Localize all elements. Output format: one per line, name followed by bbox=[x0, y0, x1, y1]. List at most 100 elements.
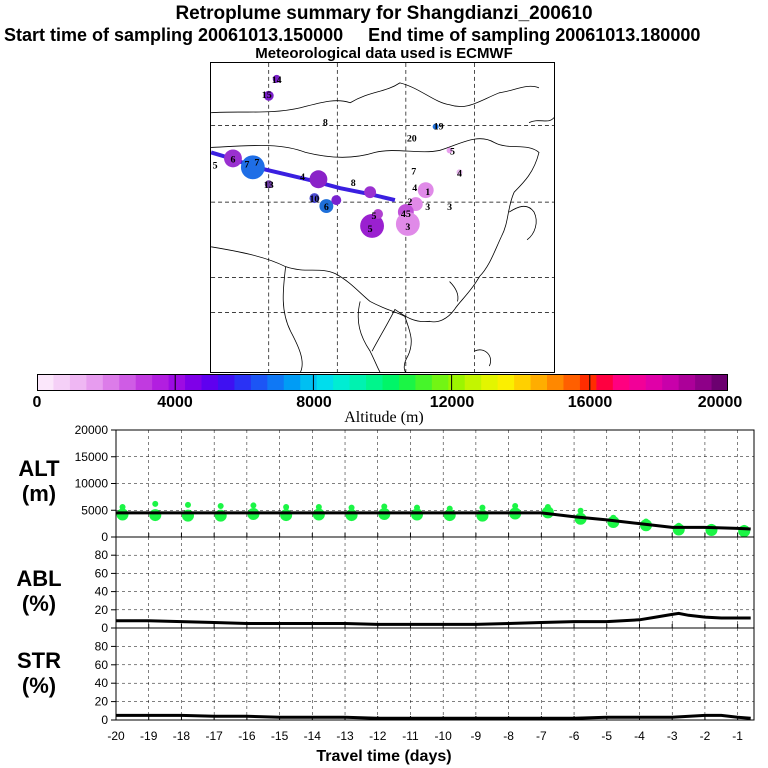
altitude-colorbar bbox=[37, 374, 728, 391]
alt-panel-label: ALT (m) bbox=[18, 456, 60, 506]
map-marker-label: 8 bbox=[351, 178, 356, 189]
colorbar-swatch bbox=[37, 374, 55, 391]
x-tick-label: -18 bbox=[173, 729, 191, 743]
map-marker-label: 14 bbox=[272, 75, 282, 86]
alt-scatter-point bbox=[181, 509, 194, 522]
chart-title: Retroplume summary for Shangdianzi_20061… bbox=[175, 3, 593, 24]
colorbar-swatch bbox=[431, 374, 449, 391]
x-tick-label: -3 bbox=[667, 729, 678, 743]
x-tick-label: -14 bbox=[304, 729, 322, 743]
panel-frame bbox=[115, 536, 755, 629]
map-marker-label: 10 bbox=[309, 194, 319, 205]
x-tick-label: -12 bbox=[369, 729, 387, 743]
alt-median-line bbox=[116, 511, 751, 531]
colorbar-swatch bbox=[596, 374, 614, 391]
alt-scatter-point bbox=[512, 502, 519, 509]
colorbar-swatch bbox=[201, 374, 219, 391]
x-tick-label: -16 bbox=[238, 729, 256, 743]
coastlines-and-borders bbox=[211, 82, 554, 372]
map-marker-label: 13 bbox=[264, 180, 274, 191]
alt-scatter-point bbox=[476, 509, 489, 522]
colorbar-swatch bbox=[234, 374, 252, 391]
y-tick-label: 80 bbox=[95, 548, 109, 562]
alt-scatter-point bbox=[345, 509, 358, 522]
colorbar-swatch bbox=[102, 374, 120, 391]
alt-scatter-point bbox=[312, 508, 325, 521]
colorbar-swatch bbox=[119, 374, 137, 391]
colorbar-swatch bbox=[168, 374, 186, 391]
colorbar-tick: 0 bbox=[32, 394, 42, 411]
colorbar-swatch bbox=[629, 374, 647, 391]
y-tick-label: 0 bbox=[101, 621, 108, 635]
map-marker-label: 4 bbox=[300, 172, 305, 183]
x-tick-label: -20 bbox=[107, 729, 125, 743]
colorbar-swatch bbox=[69, 374, 87, 391]
colorbar-swatch bbox=[316, 374, 334, 391]
alt-scatter-point bbox=[577, 507, 584, 514]
colorbar-swatch bbox=[497, 374, 515, 391]
colorbar-tick: 16000 bbox=[567, 394, 613, 411]
colorbar-swatch bbox=[612, 374, 630, 391]
map-marker-label: 7 bbox=[254, 157, 259, 168]
map-marker-label: 3 bbox=[425, 202, 430, 213]
x-tick-label: -7 bbox=[536, 729, 547, 743]
map-marker-label: 19 bbox=[434, 122, 444, 133]
y-tick-label: 60 bbox=[95, 566, 109, 580]
panel-frame bbox=[115, 627, 755, 721]
y-tick-label: 40 bbox=[95, 585, 109, 599]
alt-scatter-point bbox=[152, 500, 159, 507]
colorbar-swatch bbox=[645, 374, 663, 391]
x-tick-label: -10 bbox=[435, 729, 453, 743]
map-marker-label: 4 bbox=[412, 183, 417, 194]
x-tick-label: -15 bbox=[271, 729, 289, 743]
map-marker-label: 6 bbox=[324, 202, 329, 213]
colorbar-swatch bbox=[53, 374, 71, 391]
y-tick-label: 80 bbox=[95, 639, 109, 653]
alt-scatter-point bbox=[414, 504, 421, 511]
colorbar-tick: 4000 bbox=[157, 394, 193, 411]
map-marker-label: 45 bbox=[401, 209, 411, 220]
colorbar-swatch bbox=[514, 374, 532, 391]
colorbar-swatch bbox=[185, 374, 203, 391]
alt-scatter-point bbox=[250, 502, 257, 509]
colorbar-swatch bbox=[678, 374, 696, 391]
str-line bbox=[116, 713, 751, 720]
x-tick-label: -17 bbox=[205, 729, 223, 743]
colorbar-tick: 12000 bbox=[429, 394, 475, 411]
y-tick-label: 15000 bbox=[75, 450, 109, 464]
x-tick-label: -5 bbox=[601, 729, 612, 743]
colorbar-swatch bbox=[530, 374, 548, 391]
colorbar-swatch bbox=[382, 374, 400, 391]
y-tick-label: 20 bbox=[95, 603, 109, 617]
colorbar-tick: 8000 bbox=[296, 394, 332, 411]
colorbar-swatch bbox=[267, 374, 285, 391]
y-tick-label: 20 bbox=[95, 695, 109, 709]
alt-scatter-point bbox=[348, 504, 355, 511]
alt-scatter-point bbox=[119, 504, 126, 511]
colorbar-swatch bbox=[333, 374, 351, 391]
colorbar-swatch bbox=[366, 374, 384, 391]
alt-scatter-point bbox=[315, 504, 322, 511]
map-marker-label: 5 bbox=[368, 224, 373, 235]
alt-scatter-point bbox=[544, 504, 551, 511]
colorbar-swatch bbox=[563, 374, 581, 391]
x-tick-label: -1 bbox=[732, 729, 743, 743]
map-marker-label: 4 bbox=[457, 168, 462, 179]
alt-scatter-point bbox=[283, 504, 290, 511]
x-tick-label: -2 bbox=[700, 729, 711, 743]
y-tick-label: 0 bbox=[101, 713, 108, 727]
map-marker-label: 5 bbox=[450, 146, 455, 157]
map-marker-label: 7 bbox=[411, 166, 416, 177]
colorbar-swatch bbox=[152, 374, 170, 391]
map-marker-label: 5 bbox=[372, 211, 377, 222]
colorbar-swatch bbox=[349, 374, 367, 391]
alt-scatter-point bbox=[214, 509, 227, 522]
x-tick-label: -4 bbox=[634, 729, 645, 743]
map-marker-label: 5 bbox=[213, 160, 218, 171]
y-tick-label: 10000 bbox=[75, 477, 109, 491]
alt-scatter-point bbox=[149, 509, 162, 522]
x-tick-label: -11 bbox=[402, 729, 419, 743]
colorbar-swatch bbox=[579, 374, 597, 391]
alt-scatter-point bbox=[479, 504, 486, 511]
colorbar-label: Altitude (m) bbox=[344, 409, 424, 426]
